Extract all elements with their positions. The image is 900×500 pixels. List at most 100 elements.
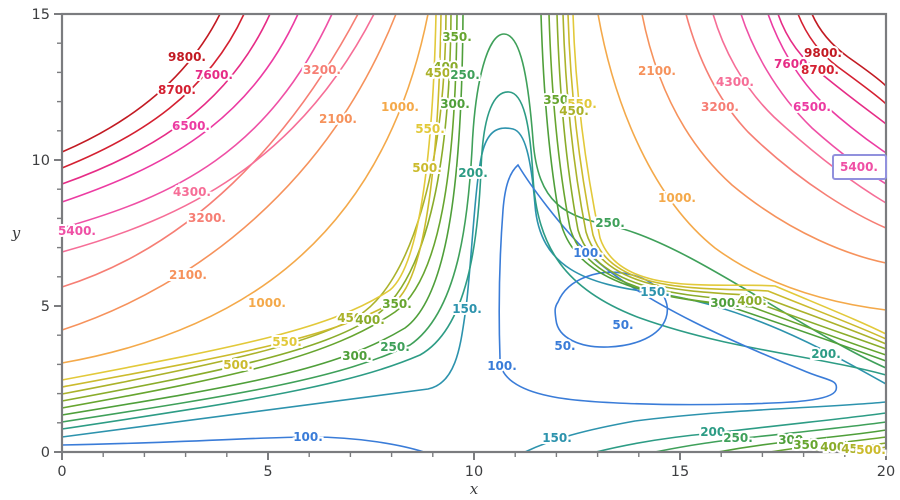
y-axis-title: y — [11, 224, 21, 242]
contour-label-500: 500. — [412, 161, 442, 175]
contour-label-100: 100. — [293, 430, 323, 444]
contour-line-5400 — [61, 13, 333, 229]
contour-label-50: 50. — [554, 339, 575, 353]
contour-label-9800: 9800. — [804, 46, 842, 60]
selected-contour-label-group: 5400. — [832, 154, 887, 180]
contour-label-300: 300. — [778, 433, 808, 447]
contour-line-550 — [572, 13, 887, 335]
contour-label-1000: 1000. — [658, 191, 696, 205]
contour-line-3200 — [685, 13, 887, 229]
contour-label-400: 400. — [355, 313, 385, 327]
contour-line-500 — [61, 13, 442, 388]
contour-label-200: 200. — [458, 166, 488, 180]
selected-contour-label[interactable]: 5400. — [840, 160, 878, 174]
contour-line-300 — [540, 13, 887, 362]
contour-line-300 — [61, 13, 464, 416]
contour-label-7600: 7600. — [774, 57, 812, 71]
contour-line-300 — [717, 429, 887, 453]
contour-line-200 — [61, 91, 887, 430]
y-tick-label: 10 — [32, 153, 50, 169]
contour-label-150: 150. — [542, 431, 572, 445]
contour-label-400: 400. — [737, 294, 767, 308]
y-tick-label: 5 — [41, 299, 50, 315]
contour-label-500: 500. — [223, 358, 253, 372]
contour-label-200: 200. — [811, 347, 841, 361]
contour-labels: 9800.8700.7600.6500.5400.4300.3200.2100.… — [56, 28, 888, 459]
contour-label-450: 450. — [559, 104, 589, 118]
contour-line-9800 — [61, 13, 221, 153]
axes: 0 5 10 15 20 0 5 10 15 x y — [11, 7, 895, 498]
contour-label-250: 250. — [450, 68, 480, 82]
contour-line-3200 — [61, 13, 359, 288]
contour-label-3200: 3200. — [303, 63, 341, 77]
contour-line-9800 — [811, 13, 887, 87]
contour-line-100 — [61, 436, 425, 453]
x-tick-label: 20 — [877, 464, 895, 480]
x-axis-title: x — [470, 480, 479, 498]
contour-label-350: 350. — [543, 93, 573, 107]
contour-line-450 — [562, 13, 887, 345]
contour-label-2100: 2100. — [319, 112, 357, 126]
contour-line-350 — [61, 13, 458, 409]
contour-label-250: 250. — [595, 216, 625, 230]
contour-label-100: 100. — [487, 359, 517, 373]
contour-line-500 — [567, 13, 887, 340]
x-tick-label: 5 — [263, 464, 272, 480]
contour-label-450: 450. — [337, 311, 367, 325]
x-tick-label: 0 — [57, 464, 66, 480]
contour-label-6500: 6500. — [172, 119, 210, 133]
contour-label-400: 400. — [433, 60, 463, 74]
contour-label-550: 550. — [272, 335, 302, 349]
y-tick-label: 0 — [41, 445, 50, 461]
contour-label-350: 350. — [442, 30, 472, 44]
contour-lines — [61, 13, 887, 453]
contour-label-150: 150. — [452, 302, 482, 316]
contour-line-250 — [61, 33, 887, 423]
selected-contour-label-box[interactable] — [832, 154, 887, 180]
contour-label-550: 550. — [567, 97, 597, 111]
contour-label-300: 300. — [440, 97, 470, 111]
contour-line-1000 — [597, 13, 887, 311]
contour-line-4300 — [712, 13, 887, 204]
contour-label-4300: 4300. — [716, 75, 754, 89]
contour-line-200 — [595, 412, 887, 453]
contour-label-300: 300. — [342, 349, 372, 363]
contour-label-400: 400. — [820, 440, 850, 454]
contour-line-350 — [548, 13, 887, 356]
contour-label-3200: 3200. — [188, 211, 226, 225]
contour-label-350: 350. — [382, 297, 412, 311]
contour-line-8700 — [61, 13, 245, 169]
contour-line-6500 — [61, 13, 299, 203]
contour-label-1000: 1000. — [248, 296, 286, 310]
contour-label-350: 350. — [793, 438, 823, 452]
x-tick-label: 10 — [465, 464, 483, 480]
contour-label-550: 550. — [415, 122, 445, 136]
contour-label-2100: 2100. — [169, 268, 207, 282]
contour-line-400 — [556, 13, 887, 350]
contour-line-150 — [524, 401, 887, 453]
contour-line-1000 — [61, 13, 429, 364]
contour-label-7600: 7600. — [195, 68, 233, 82]
contour-label-450: 450. — [841, 442, 871, 456]
contour-label-3200: 3200. — [701, 100, 739, 114]
contour-line-350 — [769, 436, 887, 453]
contour-line-6500 — [767, 13, 887, 154]
contour-line-4300 — [61, 13, 375, 253]
contour-line-400 — [811, 442, 887, 453]
contour-label-250: 250. — [380, 340, 410, 354]
contour-label-1000: 1000. — [381, 100, 419, 114]
contour-label-8700: 8700. — [801, 63, 839, 77]
contour-line-400 — [61, 13, 452, 402]
contour-label-450: 450. — [425, 66, 455, 80]
contour-label-250: 250. — [723, 431, 753, 445]
contour-label-2100: 2100. — [638, 64, 676, 78]
contour-label-5400: 5400. — [58, 224, 96, 238]
contour-line-250 — [654, 421, 887, 453]
contour-line-7600 — [777, 13, 887, 125]
contour-label-200: 200. — [700, 425, 730, 439]
contour-label-8700: 8700. — [158, 83, 196, 97]
contour-label-100: 100. — [573, 246, 603, 260]
contour-line-450 — [844, 446, 887, 453]
y-tick-label: 15 — [32, 7, 50, 23]
